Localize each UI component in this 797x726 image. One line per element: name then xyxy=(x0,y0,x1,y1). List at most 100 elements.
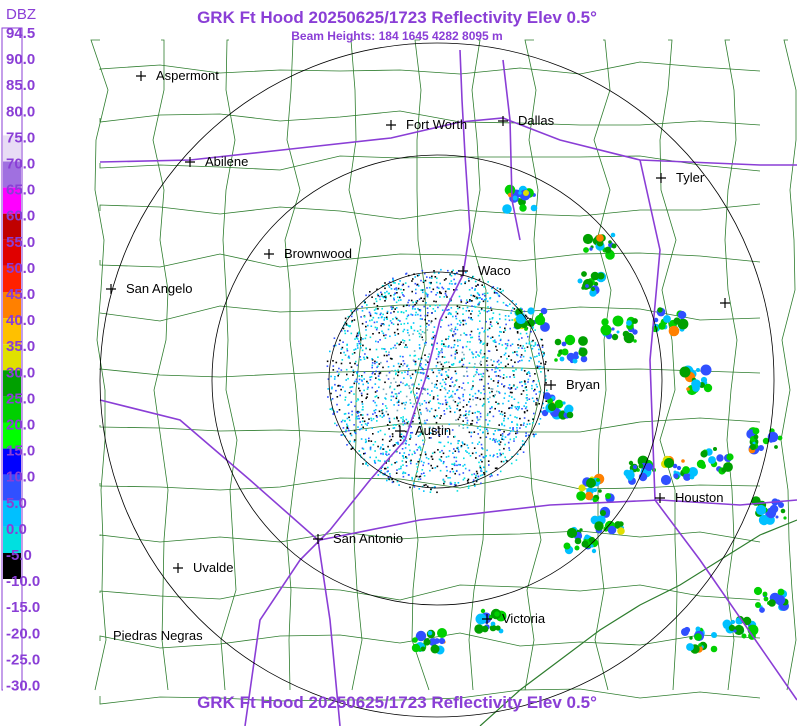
echo-pixel xyxy=(343,413,346,415)
echo-pixel xyxy=(371,372,374,375)
echo-pixel xyxy=(379,429,382,432)
echo-pixel xyxy=(447,369,450,371)
echo-pixel xyxy=(511,421,513,423)
echo-pixel xyxy=(457,450,460,453)
echo-pixel xyxy=(416,470,419,473)
echo-pixel xyxy=(511,319,513,321)
echo-pixel xyxy=(413,403,416,405)
echo-pixel xyxy=(511,300,514,302)
echo-pixel xyxy=(426,485,429,488)
echo-pixel xyxy=(378,363,381,365)
echo-pixel xyxy=(396,417,398,420)
echo-pixel xyxy=(405,456,407,458)
echo-pixel xyxy=(536,386,538,388)
echo-pixel xyxy=(443,410,445,412)
echo-pixel xyxy=(383,334,385,337)
echo-pixel xyxy=(462,472,465,474)
echo-pixel xyxy=(428,320,430,322)
echo-pixel xyxy=(377,341,379,343)
echo-pixel xyxy=(456,389,458,392)
echo-pixel xyxy=(491,388,494,390)
echo-pixel xyxy=(447,338,449,340)
echo-pixel xyxy=(475,474,477,477)
echo-pixel xyxy=(463,477,466,479)
echo-pixel xyxy=(496,390,498,393)
echo-pixel xyxy=(377,317,380,319)
echo-pixel xyxy=(503,424,506,427)
echo-pixel xyxy=(464,319,466,322)
echo-pixel xyxy=(424,363,427,366)
echo-pixel xyxy=(435,358,438,360)
echo-pixel xyxy=(441,286,443,289)
storm-cell xyxy=(688,467,698,477)
echo-pixel xyxy=(472,479,475,481)
echo-pixel xyxy=(451,270,453,273)
storm-cell xyxy=(628,460,634,466)
echo-pixel xyxy=(379,339,381,341)
echo-pixel xyxy=(454,370,457,373)
echo-pixel xyxy=(440,460,443,462)
echo-pixel xyxy=(480,482,482,485)
echo-pixel xyxy=(453,339,456,342)
echo-pixel xyxy=(465,413,468,415)
echo-pixel xyxy=(366,307,368,310)
echo-pixel xyxy=(488,350,491,352)
echo-pixel xyxy=(393,404,395,406)
echo-pixel xyxy=(363,315,366,318)
echo-pixel xyxy=(509,303,511,305)
echo-pixel xyxy=(489,391,491,394)
echo-pixel xyxy=(479,465,481,467)
storm-cell xyxy=(563,542,571,550)
echo-pixel xyxy=(364,423,367,425)
echo-pixel xyxy=(395,461,398,463)
echo-pixel xyxy=(326,365,329,367)
storm-cell xyxy=(632,318,638,324)
echo-pixel xyxy=(381,307,383,310)
echo-pixel xyxy=(367,422,369,424)
echo-pixel xyxy=(457,418,460,421)
echo-pixel xyxy=(392,365,395,367)
legend-label: 65.0 xyxy=(6,182,35,199)
echo-pixel xyxy=(426,287,428,289)
echo-pixel xyxy=(501,383,503,385)
echo-pixel xyxy=(547,369,549,372)
echo-pixel xyxy=(342,427,345,429)
echo-pixel xyxy=(474,363,476,365)
echo-pixel xyxy=(457,307,459,310)
legend-swatch xyxy=(3,135,21,162)
echo-pixel xyxy=(521,443,524,446)
echo-pixel xyxy=(391,433,394,435)
echo-pixel xyxy=(396,480,399,483)
echo-pixel xyxy=(478,278,481,281)
echo-pixel xyxy=(498,392,501,394)
echo-pixel xyxy=(410,391,412,394)
echo-pixel xyxy=(419,310,422,312)
echo-pixel xyxy=(403,362,406,365)
legend-label: -20.0 xyxy=(6,625,40,642)
echo-pixel xyxy=(453,448,455,450)
echo-pixel xyxy=(514,361,516,364)
county-line xyxy=(99,61,761,75)
echo-pixel xyxy=(405,418,408,421)
echo-pixel xyxy=(491,325,493,327)
echo-pixel xyxy=(483,473,486,476)
echo-pixel xyxy=(407,368,410,370)
echo-pixel xyxy=(408,299,410,302)
echo-pixel xyxy=(397,404,400,406)
echo-pixel xyxy=(388,371,391,374)
echo-pixel xyxy=(436,415,438,417)
echo-pixel xyxy=(544,375,547,377)
echo-pixel xyxy=(462,395,464,398)
echo-pixel xyxy=(404,371,406,373)
echo-pixel xyxy=(349,325,351,327)
echo-pixel xyxy=(528,371,530,373)
echo-pixel xyxy=(353,424,355,426)
echo-pixel xyxy=(462,414,465,417)
echo-pixel xyxy=(344,412,347,415)
echo-pixel xyxy=(420,379,423,382)
echo-pixel xyxy=(457,448,460,451)
echo-pixel xyxy=(402,360,405,362)
echo-pixel xyxy=(360,392,363,395)
echo-pixel xyxy=(520,307,522,310)
echo-pixel xyxy=(460,445,463,447)
